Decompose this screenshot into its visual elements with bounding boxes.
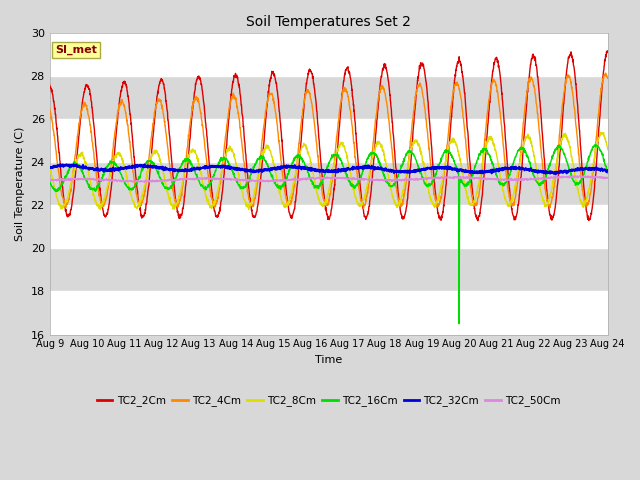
Y-axis label: Soil Temperature (C): Soil Temperature (C) (15, 127, 25, 241)
Bar (50, 33, 608, 76)
Text: SI_met: SI_met (55, 45, 97, 55)
Title: Soil Temperatures Set 2: Soil Temperatures Set 2 (246, 15, 411, 29)
Bar (50, 205, 608, 248)
Bar (50, 119, 608, 162)
Legend: TC2_2Cm, TC2_4Cm, TC2_8Cm, TC2_16Cm, TC2_32Cm, TC2_50Cm: TC2_2Cm, TC2_4Cm, TC2_8Cm, TC2_16Cm, TC2… (93, 391, 564, 410)
X-axis label: Time: Time (315, 355, 342, 365)
Bar (50, 291, 608, 335)
